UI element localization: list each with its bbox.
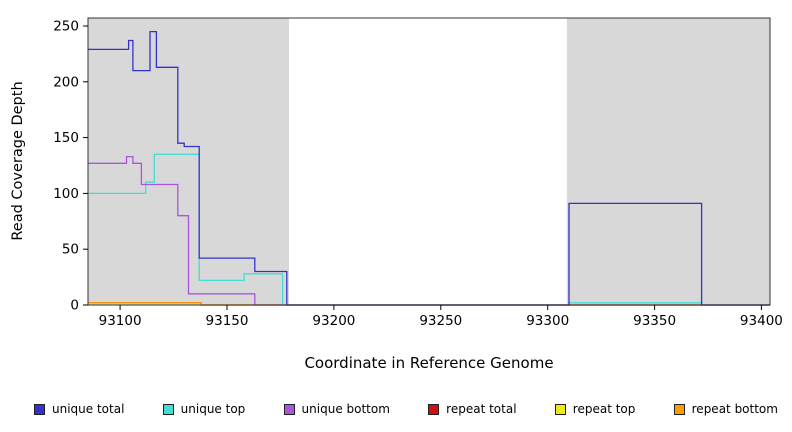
series-line-unique-top — [88, 153, 770, 306]
legend-swatch — [428, 403, 440, 415]
x-axis-label: Coordinate in Reference Genome — [304, 354, 554, 372]
legend-label: repeat bottom — [691, 402, 778, 416]
legend-item-unique-top: unique top — [162, 402, 246, 416]
y-tick-label: 50 — [62, 242, 79, 258]
y-tick-label: 100 — [53, 186, 79, 202]
legend-label: unique total — [52, 402, 125, 416]
x-tick-label: 93200 — [312, 313, 355, 329]
series-line-unique-bottom — [88, 155, 770, 306]
legend-swatch — [673, 403, 685, 415]
chart-legend: unique total unique top unique bottom repea… — [34, 398, 778, 420]
y-tick-label: 150 — [53, 130, 79, 146]
legend-item-repeat-bottom: repeat bottom — [673, 402, 778, 416]
y-axis-label: Read Coverage Depth — [10, 81, 26, 241]
legend-item-unique-bottom: unique bottom — [283, 402, 390, 416]
legend-label: unique bottom — [301, 402, 390, 416]
legend-item-repeat-total: repeat total — [428, 402, 517, 416]
plot-border — [87, 17, 771, 306]
y-tick-label: 0 — [70, 298, 79, 314]
series-line-unique-total — [88, 30, 770, 306]
x-tick-label: 93300 — [526, 313, 569, 329]
x-tick-label: 93350 — [633, 313, 676, 329]
shaded-region — [566, 18, 770, 305]
x-tick-label: 93250 — [419, 313, 462, 329]
y-tick-label: 200 — [53, 74, 79, 90]
legend-swatch — [162, 403, 174, 415]
legend-item-repeat-top: repeat top — [554, 402, 636, 416]
x-tick-label: 93400 — [740, 313, 783, 329]
plot-svg: 93100 93150 93200 93250 93300 93350 93400 0 50 10… — [53, 17, 783, 329]
legend-swatch — [283, 403, 295, 415]
legend-swatch — [34, 403, 45, 415]
x-tick-label: 93150 — [206, 313, 249, 329]
x-tick-label: 93100 — [99, 313, 142, 329]
legend-label: repeat top — [572, 402, 636, 416]
legend-item-unique-total: unique total — [34, 402, 124, 416]
legend-label: repeat total — [446, 402, 517, 416]
legend-swatch — [554, 403, 566, 415]
y-tick-label: 250 — [53, 19, 79, 35]
legend-label: unique top — [180, 402, 246, 416]
